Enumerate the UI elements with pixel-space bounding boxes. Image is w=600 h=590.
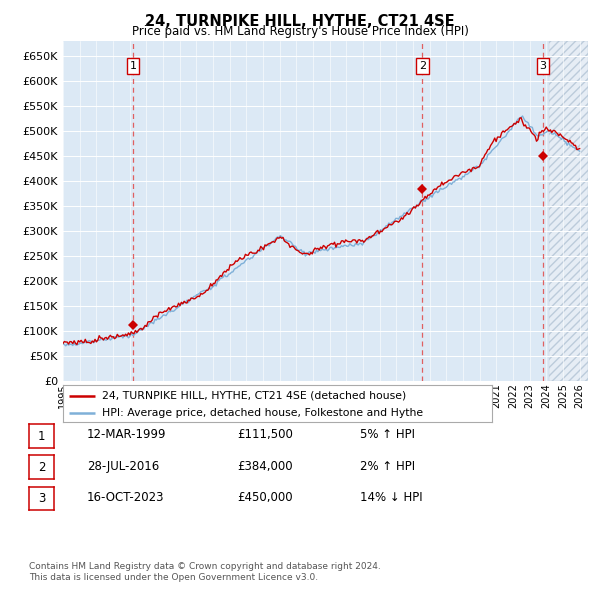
Text: Price paid vs. HM Land Registry's House Price Index (HPI): Price paid vs. HM Land Registry's House … <box>131 25 469 38</box>
Text: £450,000: £450,000 <box>237 491 293 504</box>
Text: 3: 3 <box>38 492 45 505</box>
Text: Contains HM Land Registry data © Crown copyright and database right 2024.: Contains HM Land Registry data © Crown c… <box>29 562 380 571</box>
Text: 14% ↓ HPI: 14% ↓ HPI <box>360 491 422 504</box>
Text: £384,000: £384,000 <box>237 460 293 473</box>
Text: 28-JUL-2016: 28-JUL-2016 <box>87 460 159 473</box>
Text: HPI: Average price, detached house, Folkestone and Hythe: HPI: Average price, detached house, Folk… <box>101 408 423 418</box>
Text: 24, TURNPIKE HILL, HYTHE, CT21 4SE: 24, TURNPIKE HILL, HYTHE, CT21 4SE <box>145 14 455 28</box>
Text: 2: 2 <box>419 61 426 71</box>
Bar <box>549 41 588 381</box>
Text: 12-MAR-1999: 12-MAR-1999 <box>87 428 167 441</box>
Text: 3: 3 <box>539 61 547 71</box>
Text: 2: 2 <box>38 461 45 474</box>
Text: This data is licensed under the Open Government Licence v3.0.: This data is licensed under the Open Gov… <box>29 572 318 582</box>
Text: 2% ↑ HPI: 2% ↑ HPI <box>360 460 415 473</box>
Text: £111,500: £111,500 <box>237 428 293 441</box>
Text: 1: 1 <box>38 430 45 442</box>
Text: 1: 1 <box>130 61 136 71</box>
Text: 16-OCT-2023: 16-OCT-2023 <box>87 491 164 504</box>
Text: 5% ↑ HPI: 5% ↑ HPI <box>360 428 415 441</box>
Text: 24, TURNPIKE HILL, HYTHE, CT21 4SE (detached house): 24, TURNPIKE HILL, HYTHE, CT21 4SE (deta… <box>101 391 406 401</box>
